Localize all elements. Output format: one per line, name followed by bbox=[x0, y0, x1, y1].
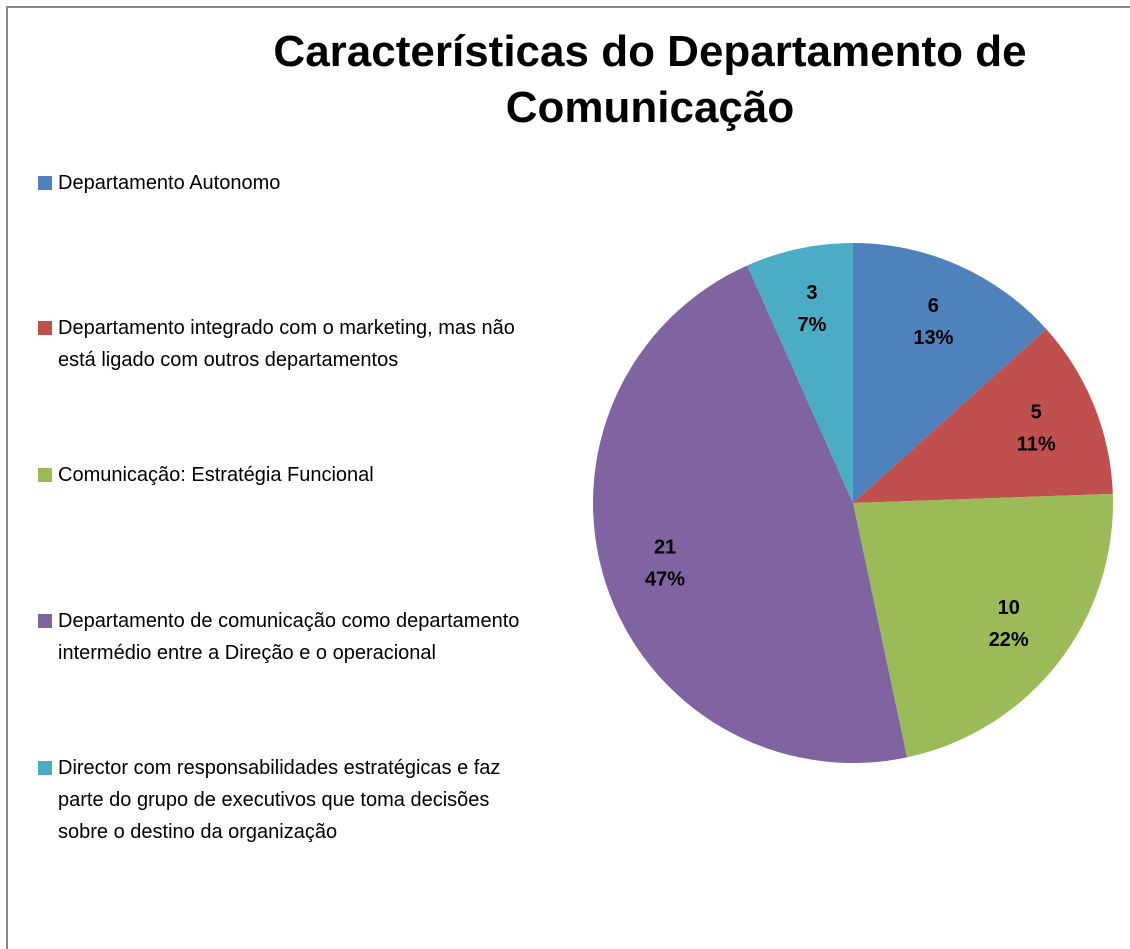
legend-item: Comunicação: Estratégia Funcional bbox=[38, 459, 538, 491]
legend-label: Departamento integrado com o marketing, … bbox=[58, 317, 515, 371]
percent-label: 7% bbox=[797, 314, 826, 336]
value-label: 10 bbox=[998, 597, 1020, 619]
value-label: 5 bbox=[1031, 401, 1042, 423]
legend-label: Departamento Autonomo bbox=[58, 172, 281, 194]
percent-label: 47% bbox=[645, 568, 685, 590]
legend-item: Departamento de comunicação como departa… bbox=[38, 605, 538, 669]
legend-label: Departamento de comunicação como departa… bbox=[58, 610, 520, 664]
percent-label: 22% bbox=[989, 629, 1029, 651]
legend-item: Departamento Autonomo bbox=[38, 167, 538, 199]
pie-slice bbox=[593, 265, 908, 763]
legend-swatch bbox=[38, 761, 52, 775]
legend-label: Director com responsabilidades estratégi… bbox=[58, 757, 501, 843]
legend-swatch bbox=[38, 614, 52, 628]
legend-label: Comunicação: Estratégia Funcional bbox=[58, 464, 374, 486]
value-label: 3 bbox=[806, 282, 817, 304]
frame bbox=[6, 6, 1130, 949]
percent-label: 11% bbox=[1017, 433, 1056, 455]
pie-slice bbox=[853, 329, 1113, 503]
legend-swatch bbox=[38, 468, 52, 482]
legend-item: Director com responsabilidades estratégi… bbox=[38, 752, 538, 848]
legend-item: Departamento integrado com o marketing, … bbox=[38, 312, 538, 376]
pie-slice bbox=[853, 493, 1113, 758]
percent-label: 13% bbox=[913, 327, 953, 349]
value-label: 21 bbox=[654, 536, 676, 558]
chart-title: Características do Departamento de Comun… bbox=[273, 27, 1027, 132]
pie-slice bbox=[853, 243, 1047, 503]
value-label: 6 bbox=[928, 295, 939, 317]
legend-swatch bbox=[38, 176, 52, 190]
pie-slice bbox=[747, 243, 853, 503]
legend-swatch bbox=[38, 321, 52, 335]
